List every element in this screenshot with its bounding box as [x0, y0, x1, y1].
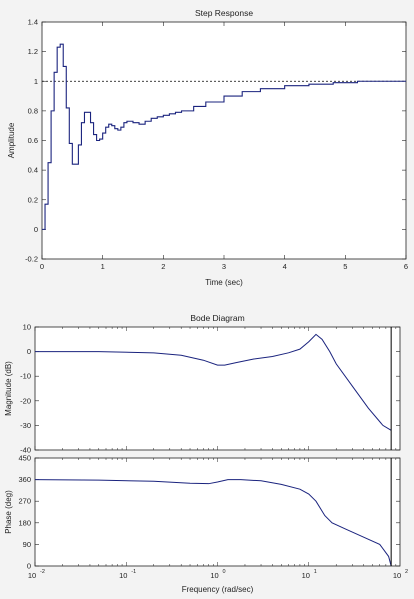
step-response-series [42, 43, 406, 230]
step-ytick-label: 0.6 [28, 136, 38, 145]
bode-title: Bode Diagram [190, 313, 244, 323]
bode-xtick-exponent: 1 [314, 569, 317, 575]
step-xlabel: Time (sec) [205, 278, 243, 287]
phase-ytick-label: 270 [18, 497, 31, 506]
phase-series [34, 479, 392, 567]
step-xtick-label: 4 [283, 262, 287, 271]
phase-ylabel: Phase (deg) [4, 490, 13, 534]
step-xtick-label: 3 [222, 262, 226, 271]
bode-xlabel: Frequency (rad/sec) [182, 585, 254, 594]
magnitude-ytick-label: -40 [20, 446, 31, 455]
bode-xtick-label: 10 [119, 571, 127, 580]
phase-ytick-label: 180 [18, 518, 31, 527]
phase-ytick-label: 90 [23, 540, 31, 549]
step-xtick-label: 5 [343, 262, 347, 271]
magnitude-ytick-label: -30 [20, 421, 31, 430]
bode-xtick-exponent: -2 [40, 569, 45, 575]
step-plot-area [41, 21, 407, 260]
magnitude-ytick-label: 0 [27, 347, 31, 356]
bode-xtick-label: 10 [210, 571, 218, 580]
magnitude-series [35, 333, 392, 431]
step-ytick-label: 1.2 [28, 47, 38, 56]
bode-xtick-exponent: -1 [131, 569, 136, 575]
step-ytick-label: 1 [34, 77, 38, 86]
step-xtick-label: 6 [404, 262, 408, 271]
magnitude-ytick-label: -10 [20, 372, 31, 381]
step-ytick-label: 0.4 [28, 166, 38, 175]
step-title: Step Response [195, 8, 253, 18]
magnitude-ylabel: Magnitude (dB) [4, 361, 13, 416]
magnitude-plot-area [34, 326, 401, 451]
phase-plot-area [34, 457, 401, 567]
step-ylabel: Amplitude [7, 122, 16, 158]
magnitude-ytick-label: 10 [23, 323, 31, 332]
magnitude-ytick-label: -20 [20, 396, 31, 405]
phase-ytick-label: 450 [18, 454, 31, 463]
step-xtick-label: 1 [101, 262, 105, 271]
step-ytick-label: 0.8 [28, 106, 38, 115]
phase-ytick-label: 0 [27, 562, 31, 571]
bode-xtick-label: 10 [302, 571, 310, 580]
step-xtick-label: 2 [161, 262, 165, 271]
step-ytick-label: 0 [34, 225, 38, 234]
bode-xtick-label: 10 [393, 571, 401, 580]
bode-xtick-exponent: 0 [223, 569, 226, 575]
step-ytick-label: 0.2 [28, 195, 38, 204]
phase-ytick-label: 360 [18, 475, 31, 484]
step-xtick-label: 0 [40, 262, 44, 271]
step-ytick-label: -0.2 [25, 255, 38, 264]
bode-xtick-label: 10 [28, 571, 36, 580]
step-ytick-label: 1.4 [28, 18, 38, 27]
bode-xtick-exponent: 2 [405, 569, 408, 575]
